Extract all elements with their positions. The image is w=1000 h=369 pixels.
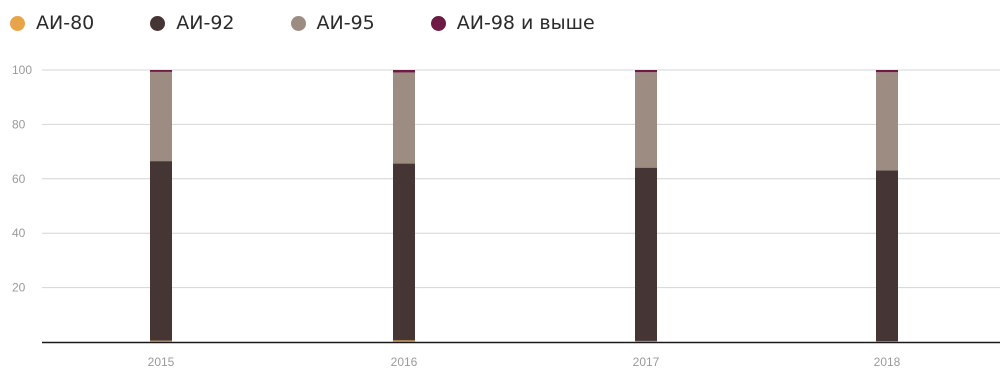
x-tick-label-2018: 2018: [874, 355, 901, 369]
legend-item-ai-80: АИ-80: [10, 12, 94, 34]
bar-segment-2015-series-1: [150, 161, 172, 341]
bar-segment-2018-series-2: [876, 72, 898, 171]
chart-legend: АИ-80 АИ-92 АИ-95 АИ-98 и выше: [10, 9, 651, 37]
bar-segment-2018-series-0: [876, 341, 898, 342]
bar-segment-2016-series-1: [393, 163, 415, 341]
bar-segment-2015-series-3: [150, 70, 172, 72]
y-tick-label: 40: [12, 226, 26, 240]
bar-segment-2017-series-1: [635, 167, 657, 341]
legend-label-ai-80: АИ-80: [36, 12, 95, 34]
x-tick-label-2016: 2016: [391, 355, 418, 369]
bar-segment-2017-series-3: [635, 70, 657, 73]
bar-segment-2015-series-0: [150, 340, 172, 342]
bar-segment-2017-series-0: [635, 340, 657, 342]
legend-swatch-ai-98: [430, 15, 446, 31]
legend-label-ai-92: АИ-92: [176, 12, 235, 34]
x-axis-ticks: 2015 2016 2017 2018: [148, 355, 901, 369]
bar-segment-2016-series-0: [393, 340, 415, 342]
y-tick-label: 100: [12, 63, 32, 77]
legend-label-ai-95: АИ-95: [316, 12, 375, 34]
legend-item-ai-92: АИ-92: [150, 12, 235, 34]
bar-segment-2015-series-2: [150, 71, 172, 162]
gridlines: [42, 69, 1000, 289]
bar-segment-2017-series-2: [635, 72, 657, 168]
legend-item-ai-95: АИ-95: [290, 12, 375, 34]
y-tick-label: 60: [12, 172, 26, 186]
bar-segment-2016-series-2: [393, 72, 415, 164]
x-tick-label-2017: 2017: [633, 355, 660, 369]
legend-item-ai-98: АИ-98 и выше: [430, 12, 595, 34]
legend-swatch-ai-95: [290, 15, 306, 31]
legend-label-ai-98: АИ-98 и выше: [456, 12, 595, 34]
y-axis-ticks: 100 80 60 40 20: [12, 63, 32, 295]
legend-swatch-ai-92: [150, 15, 166, 31]
x-tick-label-2015: 2015: [148, 355, 175, 369]
y-tick-label: 80: [12, 117, 26, 131]
bar-segment-2018-series-3: [876, 70, 898, 73]
bar-segment-2016-series-3: [393, 70, 415, 73]
bars: [150, 70, 898, 342]
legend-swatch-ai-80: [10, 15, 25, 31]
y-tick-label: 20: [12, 281, 26, 295]
bar-segment-2018-series-1: [876, 170, 898, 342]
